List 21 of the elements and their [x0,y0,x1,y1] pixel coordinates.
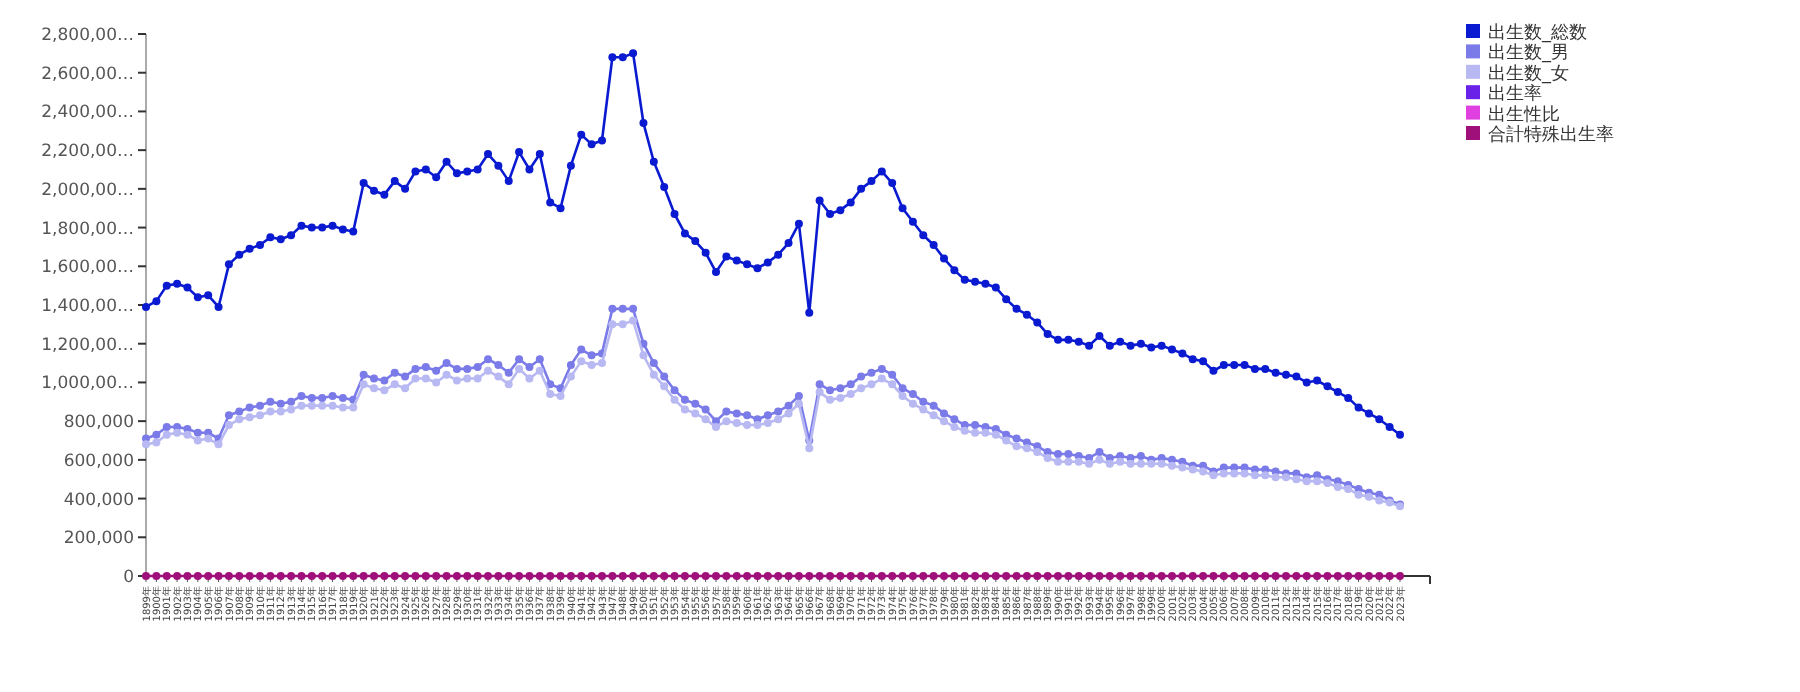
y-tick-label: 1,400,00… [41,297,134,317]
y-tick-label: 1,800,00… [41,219,134,240]
y-tick-label: 1,200,00… [41,335,134,356]
y-tick-label: 200,000 [63,529,134,550]
y-tick-label: 0 [123,568,134,588]
legend-label: 出生数_男 [1488,42,1569,65]
y-tick-label: 1,000,00… [41,374,134,395]
y-tick-label: 2,400,00… [41,103,134,124]
y-tick-label: 800,000 [63,413,134,434]
legend-label: 出生数_女 [1488,62,1569,85]
legend-label: 合計特殊出生率 [1488,124,1614,146]
y-tick-label: 2,800,00… [41,26,134,46]
y-tick-label: 1,600,00… [41,258,134,279]
legend-label: 出生数_総数 [1488,22,1587,44]
legend-label: 出生性比 [1488,103,1560,126]
y-tick-label: 2,600,00… [41,64,134,85]
y-tick-label: 400,000 [63,490,134,511]
y-tick-label: 600,000 [63,451,134,472]
y-tick-label: 2,000,00… [41,180,134,201]
y-tick-label: 2,200,00… [41,142,134,163]
legend-label: 出生率 [1488,83,1542,106]
